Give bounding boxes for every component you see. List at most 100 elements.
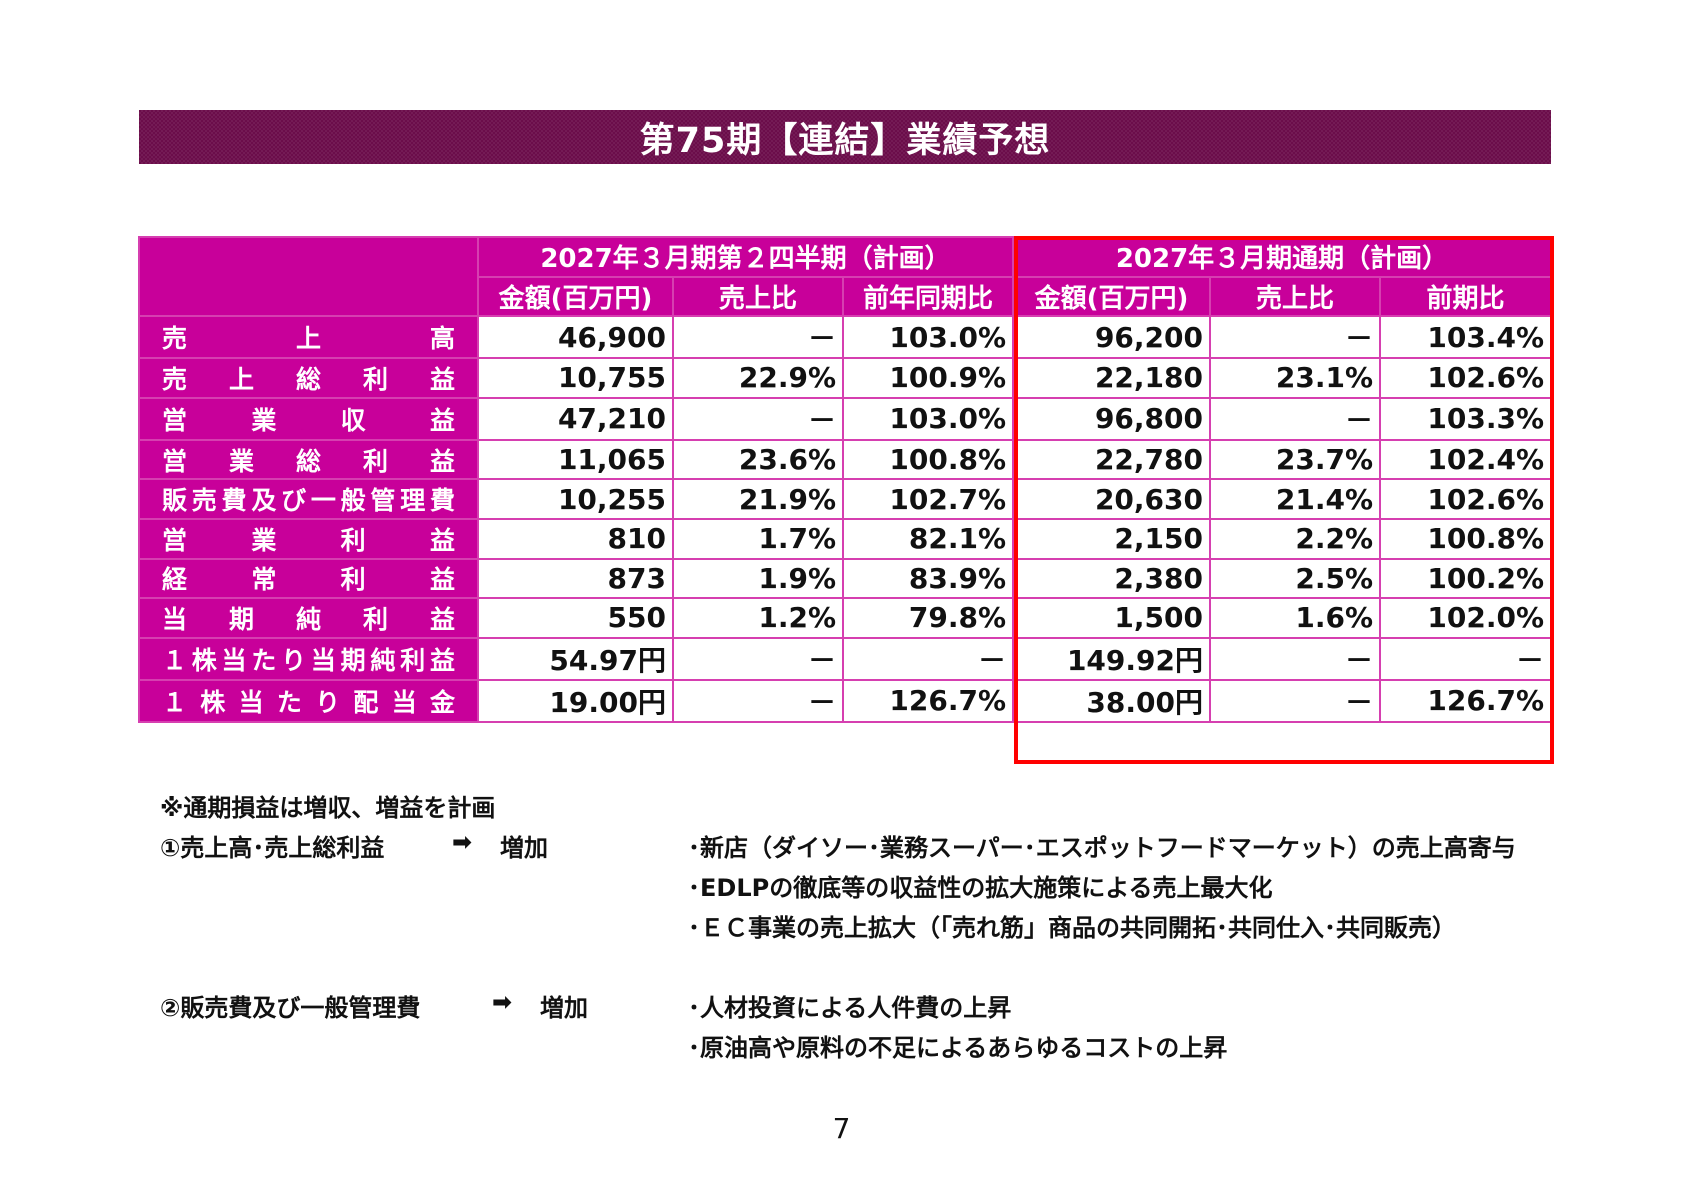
- row-label: 営業利益: [138, 517, 479, 560]
- table-cell: 22,780: [1012, 438, 1211, 481]
- sub-header-q2-amount: 金額(百万円): [477, 275, 674, 318]
- table-cell: 21.4%: [1209, 478, 1381, 520]
- page-number: 7: [832, 1112, 851, 1145]
- table-row: 売上総利益 10,755 22.9% 100.9% 22,180 23.1% 102.6%: [138, 357, 1552, 399]
- sub-header-fy-amount: 金額(百万円): [1012, 275, 1211, 318]
- table-cell: 79.8%: [842, 597, 1014, 639]
- corner-cell: [138, 235, 479, 318]
- table-cell: 19.00円: [477, 678, 674, 723]
- note-item2-bullet-2: ･原油高や原料の不足によるあらゆるコストの上昇: [688, 1034, 1228, 1062]
- table-cell: －: [672, 636, 844, 681]
- table-cell: 2,150: [1012, 517, 1211, 560]
- table-row: 営業総利益 11,065 23.6% 100.8% 22,780 23.7% 102.4%: [138, 438, 1552, 481]
- table-cell: －: [1209, 396, 1381, 441]
- table-cell: 38.00円: [1012, 678, 1211, 723]
- table-cell: －: [672, 315, 844, 360]
- table-cell: 20,630: [1012, 478, 1211, 520]
- row-label: １株当たり配当金: [138, 678, 479, 723]
- row-label: 営業収益: [138, 396, 479, 441]
- table-cell: 103.4%: [1379, 315, 1552, 360]
- table-cell: 23.7%: [1209, 438, 1381, 481]
- table-cell: 102.0%: [1379, 597, 1552, 639]
- table-cell: 1.9%: [672, 557, 844, 600]
- table-cell: 21.9%: [672, 478, 844, 520]
- sub-header-fy-yoy: 前期比: [1379, 275, 1552, 318]
- table-cell: 103.3%: [1379, 396, 1552, 441]
- note-item1-bullet-3: ･ＥＣ事業の売上拡大（「売れ筋」商品の共同開拓･共同仕入･共同販売）: [688, 914, 1456, 942]
- table-row: 売上高 46,900 － 103.0% 96,200 － 103.4%: [138, 315, 1552, 360]
- row-label: 経常利益: [138, 557, 479, 600]
- table-cell: 873: [477, 557, 674, 600]
- note-item1-result: 増加: [500, 834, 548, 862]
- note-item1-label: ①売上高･売上総利益: [160, 834, 385, 862]
- table-row: 販売費及び一般管理費 10,255 21.9% 102.7% 20,630 21.4% 10…: [138, 478, 1552, 520]
- table-cell: 54.97円: [477, 636, 674, 681]
- table-cell: 2.2%: [1209, 517, 1381, 560]
- forecast-table: 2027年３月期第２四半期（計画） 2027年３月期通期（計画） 金額(百万円)…: [138, 235, 1552, 723]
- table-cell: 100.2%: [1379, 557, 1552, 600]
- sub-header-q2-yoy: 前年同期比: [842, 275, 1014, 318]
- table-cell: 1.7%: [672, 517, 844, 560]
- table-cell: 100.9%: [842, 357, 1014, 399]
- table-cell: 10,755: [477, 357, 674, 399]
- group-header-full-year: 2027年３月期通期（計画）: [1012, 236, 1552, 278]
- table-cell: 11,065: [477, 438, 674, 481]
- table-cell: －: [1209, 678, 1381, 723]
- table-cell: 2.5%: [1209, 557, 1381, 600]
- table-cell: －: [842, 636, 1014, 681]
- table-row: １株当たり当期純利益 54.97円－－ 149.92円－－: [138, 636, 1552, 681]
- row-label: 売上総利益: [138, 357, 479, 399]
- row-label: 販売費及び一般管理費: [138, 478, 479, 520]
- arrow-icon: ➡: [452, 828, 473, 856]
- table-body: 売上高 46,900 － 103.0% 96,200 － 103.4% 売上総利益 10,755…: [138, 315, 1552, 723]
- table-row: 営業収益 47,210 － 103.0% 96,800 － 103.3%: [138, 396, 1552, 441]
- table-cell: 10,255: [477, 478, 674, 520]
- table-cell: 149.92円: [1012, 636, 1211, 681]
- table-cell: －: [1209, 636, 1381, 681]
- table-cell: 102.6%: [1379, 478, 1552, 520]
- table-cell: 1,500: [1012, 597, 1211, 639]
- table-row: 当期純利益 550 1.2% 79.8% 1,500 1.6% 102.0%: [138, 597, 1552, 639]
- table-cell: 2,380: [1012, 557, 1211, 600]
- note-item1-bullet-2: ･EDLPの徹底等の収益性の拡大施策による売上最大化: [688, 874, 1273, 902]
- row-label: 当期純利益: [138, 597, 479, 639]
- note-item1-bullet-1: ･新店（ダイソー･業務スーパー･エスポットフードマーケット）の売上高寄与: [688, 834, 1516, 862]
- table-cell: 102.4%: [1379, 438, 1552, 481]
- table-cell: 103.0%: [842, 315, 1014, 360]
- table-cell: 810: [477, 517, 674, 560]
- table-cell: 46,900: [477, 315, 674, 360]
- table-cell: 103.0%: [842, 396, 1014, 441]
- table-cell: 96,200: [1012, 315, 1211, 360]
- sub-header-q2-sales-ratio: 売上比: [672, 275, 844, 318]
- table-cell: 22,180: [1012, 357, 1211, 399]
- table-cell: 1.2%: [672, 597, 844, 639]
- table-cell: －: [1379, 636, 1552, 681]
- table-cell: 550: [477, 597, 674, 639]
- row-label: 営業総利益: [138, 438, 479, 481]
- table-cell: －: [1209, 315, 1381, 360]
- table-cell: 82.1%: [842, 517, 1014, 560]
- row-label: 売上高: [138, 315, 479, 360]
- table-cell: 83.9%: [842, 557, 1014, 600]
- table-row: 営業利益 810 1.7% 82.1% 2,150 2.2% 100.8%: [138, 517, 1552, 560]
- table-cell: 126.7%: [842, 678, 1014, 723]
- table-cell: 22.9%: [672, 357, 844, 399]
- table-row: 経常利益 873 1.9% 83.9% 2,380 2.5% 100.2%: [138, 557, 1552, 600]
- table-cell: 126.7%: [1379, 678, 1552, 723]
- table-cell: 47,210: [477, 396, 674, 441]
- note-item2-label: ②販売費及び一般管理費: [160, 994, 421, 1022]
- row-label: １株当たり当期純利益: [138, 636, 479, 681]
- table-row: １株当たり配当金 19.00円－ 126.7% 38.00円－ 126.7%: [138, 678, 1552, 723]
- slide-title-bar: 第75期【連結】業績予想: [139, 110, 1551, 164]
- table-cell: 102.7%: [842, 478, 1014, 520]
- table-cell: 96,800: [1012, 396, 1211, 441]
- sub-header-fy-sales-ratio: 売上比: [1209, 275, 1381, 318]
- table-cell: 1.6%: [1209, 597, 1381, 639]
- group-header-row: 2027年３月期第２四半期（計画） 2027年３月期通期（計画）: [138, 235, 1552, 318]
- sub-header-row: 金額(百万円) 売上比 前年同期比 金額(百万円) 売上比 前期比: [139, 275, 1552, 318]
- table-cell: －: [672, 678, 844, 723]
- notes-heading: ※通期損益は増収、増益を計画: [160, 794, 496, 822]
- table-cell: 102.6%: [1379, 357, 1552, 399]
- arrow-icon: ➡: [492, 988, 513, 1016]
- table-cell: 100.8%: [842, 438, 1014, 481]
